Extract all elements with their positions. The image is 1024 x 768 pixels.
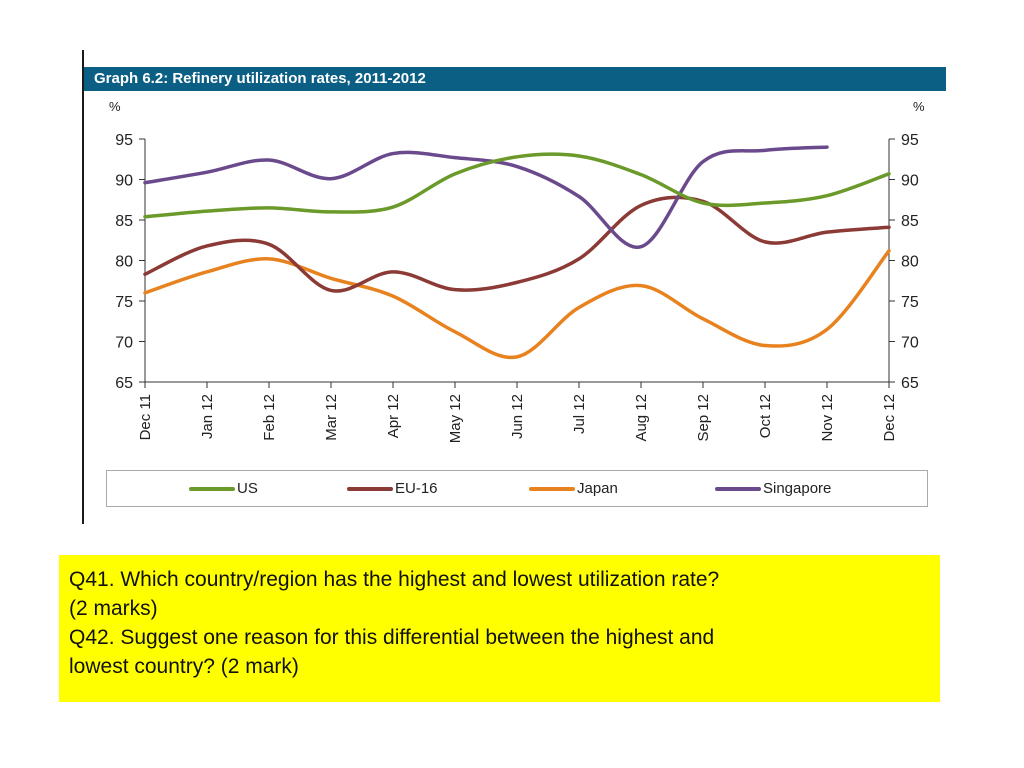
y-tick-label-right: 70: [901, 335, 919, 352]
x-tick-label: Jul 12: [571, 394, 588, 434]
x-tick-label: Mar 12: [323, 394, 340, 441]
y-tick-label-left: 85: [115, 213, 133, 230]
x-tick-label: Jun 12: [509, 394, 526, 439]
legend-swatch-singapore: [715, 486, 761, 491]
y-tick-label-right: 75: [901, 294, 919, 311]
question-42-line-2: lowest country? (2 mark): [69, 655, 299, 678]
chart-title: Graph 6.2: Refinery utilization rates, 2…: [84, 67, 946, 91]
x-tick-label: May 12: [447, 394, 464, 443]
legend-item-japan: Japan: [529, 471, 618, 506]
legend-label-eu16: EU-16: [395, 480, 438, 497]
y-tick-label-left: 95: [115, 132, 133, 149]
legend-label-singapore: Singapore: [763, 480, 832, 497]
y-tick-label-right: 90: [901, 173, 919, 190]
x-tick-label: Jan 12: [199, 394, 216, 439]
legend-swatch-japan: [529, 486, 575, 491]
question-42-line-1: Q42. Suggest one reason for this differe…: [69, 626, 715, 649]
x-tick-label: Oct 12: [757, 394, 774, 438]
x-tick-label: Apr 12: [385, 394, 402, 438]
question-41-line-2: (2 marks): [69, 597, 158, 620]
series-line-japan: [143, 249, 891, 360]
y-tick-label-left: 90: [115, 173, 133, 190]
series-line-singapore: [143, 145, 829, 249]
y-unit-label-left: %: [109, 99, 121, 114]
question-box: Q41. Which country/region has the highes…: [59, 555, 940, 702]
x-tick-label: Dec 11: [137, 394, 154, 440]
legend-label-us: US: [237, 480, 258, 497]
legend-swatch-us: [189, 486, 235, 491]
x-tick-label: Aug 12: [633, 394, 650, 442]
y-tick-label-left: 70: [115, 335, 133, 352]
y-tick-label-left: 80: [115, 254, 133, 271]
chart-legend: US EU-16 Japan Singapore: [106, 470, 928, 507]
legend-item-us: US: [189, 471, 258, 506]
y-tick-label-right: 95: [901, 132, 919, 149]
x-tick-label: Dec 12: [881, 394, 898, 442]
y-tick-label-right: 85: [901, 213, 919, 230]
slide-left-rule: [82, 50, 84, 524]
y-tick-label-left: 65: [115, 375, 133, 392]
line-chart: % % 65 65 70 70 75 75 80 80 85 85 90 90 95 95 Dec 11 Jan …: [109, 99, 925, 443]
y-tick-label-right: 80: [901, 254, 919, 271]
question-41-line-1: Q41. Which country/region has the highes…: [69, 568, 720, 591]
y-tick-label-left: 75: [115, 294, 133, 311]
x-tick-label: Nov 12: [819, 394, 836, 442]
legend-item-eu16: EU-16: [347, 471, 438, 506]
series-line-eu-16: [143, 195, 891, 293]
x-tick-label: Sep 12: [695, 394, 712, 442]
y-unit-label-right: %: [913, 99, 925, 114]
legend-item-singapore: Singapore: [715, 471, 831, 506]
legend-swatch-eu16: [347, 486, 393, 491]
y-tick-label-right: 65: [901, 375, 919, 392]
legend-label-japan: Japan: [577, 480, 618, 497]
x-tick-label: Feb 12: [261, 394, 278, 441]
series-line-us: [143, 152, 891, 219]
